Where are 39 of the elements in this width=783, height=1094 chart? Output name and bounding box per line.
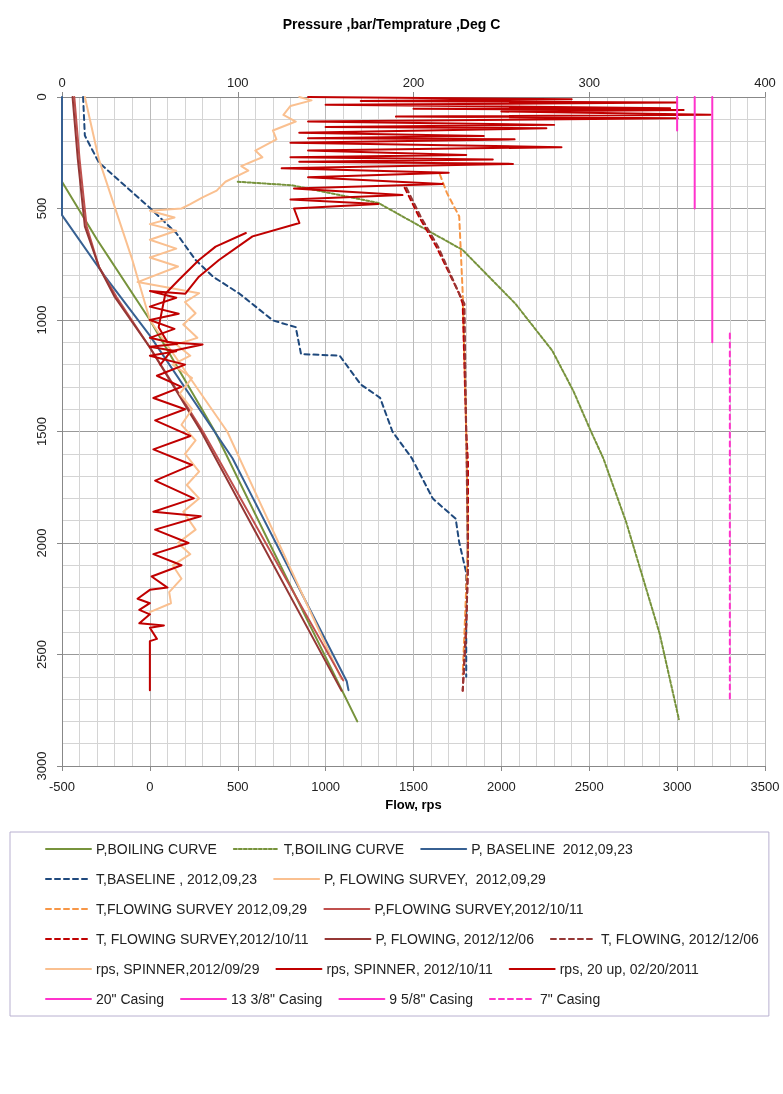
legend-label: 7" Casing [539,991,601,1007]
y-tick-label: 0 [34,93,49,101]
legend-label: T,FLOWING SURVEY 2012,09,29 [96,901,308,917]
legend-label: rps, SPINNER,2012/09/29 [96,961,260,977]
legend-label: P, FLOWING, 2012/12/06 [375,931,535,947]
x-tick-label: 2000 [486,779,516,794]
legend-label: P,BOILING CURVE [96,841,217,857]
legend-label: P, BASELINE 2012,09,23 [471,841,634,857]
x2-tick-label: 200 [402,75,425,90]
x2-tick-label: 100 [226,75,249,90]
legend-label: rps, SPINNER, 2012/10/11 [326,961,493,977]
legend-label: T,BASELINE , 2012,09,23 [96,871,258,887]
x2-tick-label: 0 [58,75,66,90]
legend-label: P,FLOWING SURVEY,2012/10/11 [374,901,584,917]
legend-label: T,BOILING CURVE [283,841,405,857]
x-tick-label: 0 [146,779,154,794]
legend-label: T, FLOWING SURVEY,2012/10/11 [96,931,309,947]
y-tick-label: 500 [34,197,49,220]
legend-label: 20" Casing [96,991,165,1007]
x-tick-label: 1000 [311,779,341,794]
x-tick-label: 1500 [399,779,428,794]
chart-title: Pressure ,bar/Temprature ,Deg C [282,16,501,32]
x-tick-label: 3500 [750,779,780,794]
x-tick-label: 2500 [574,779,604,794]
y-tick-label: 1000 [34,305,49,335]
x2-tick-label: 300 [578,75,601,90]
legend-label: P, FLOWING SURVEY, 2012,09,29 [324,871,547,887]
x-tick-label: 3000 [662,779,692,794]
x2-tick-label: 400 [754,75,776,90]
y-tick-label: 2500 [34,640,49,669]
legend-label: T, FLOWING, 2012/12/06 [600,931,760,947]
x-axis-title: Flow, rps [385,796,442,812]
legend-label: 9 5/8" Casing [389,991,473,1007]
x-tick-label: -500 [48,779,76,794]
y-tick-label: 1500 [34,417,49,446]
legend-label: rps, 20 up, 02/20/2011 [559,961,699,977]
x-tick-label: 500 [226,779,249,794]
legend-label: 13 3/8" Casing [231,991,323,1007]
y-tick-label: 2000 [34,528,49,558]
